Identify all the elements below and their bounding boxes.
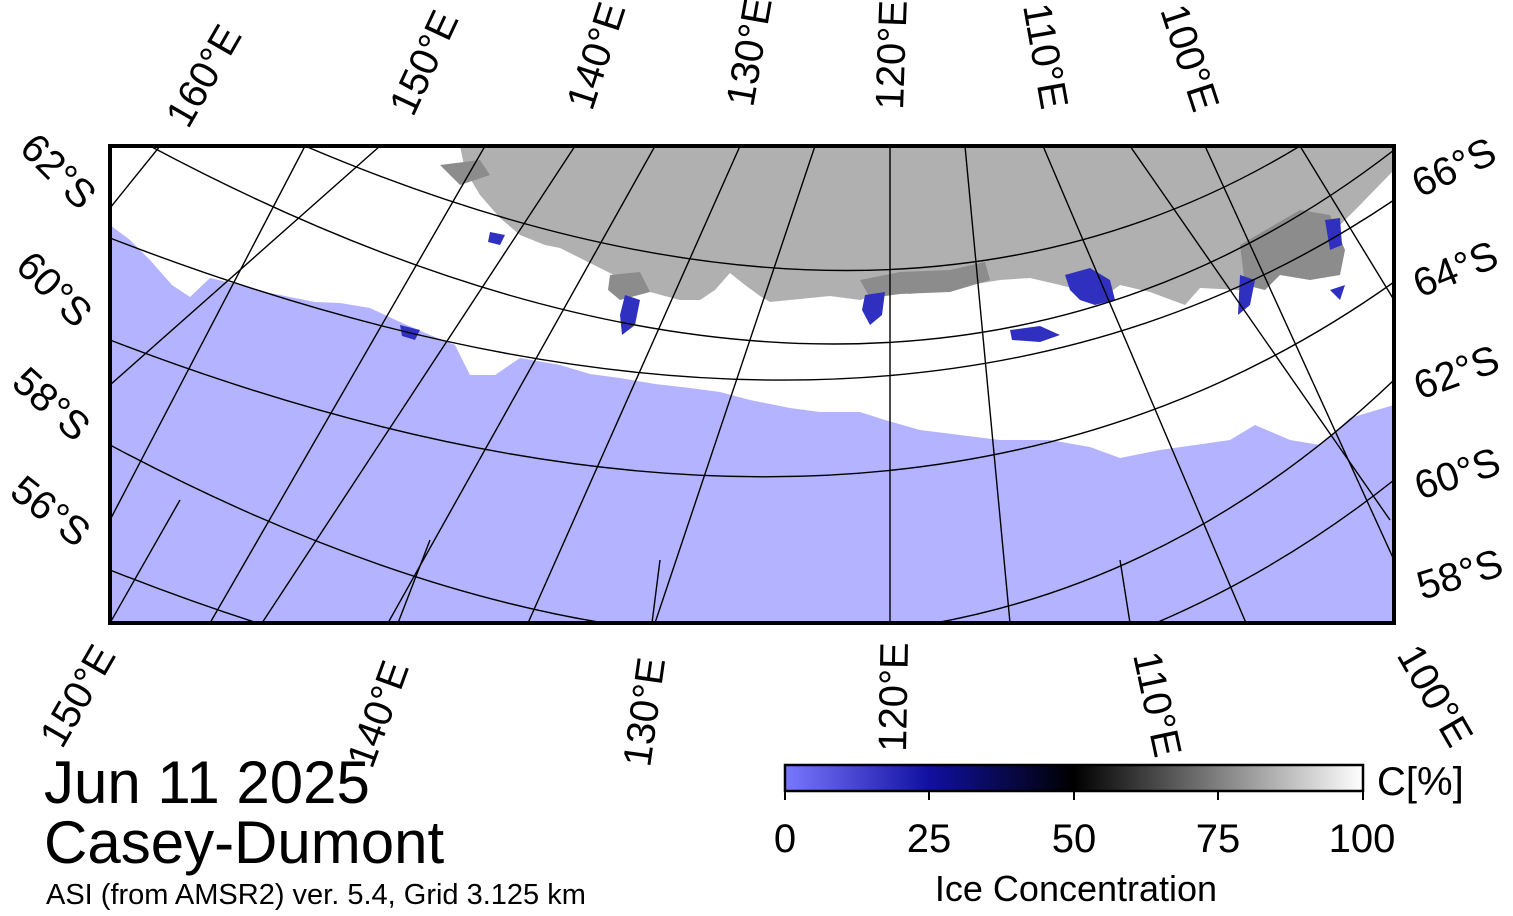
top-lon-label: 150°E [381, 4, 467, 122]
colorbar-tick-label: 25 [907, 817, 952, 861]
ice-shelf [440, 160, 1345, 300]
bottom-lon-label: 110°E [1124, 648, 1189, 761]
colorbar-unit-label: C[%] [1377, 760, 1464, 804]
map-region-title: Casey-Dumont [44, 809, 445, 876]
top-lon-label: 140°E [559, 0, 635, 115]
grid-lines [110, 146, 1394, 623]
map-area[interactable] [110, 146, 1394, 705]
right-lat-label: 60°S [1409, 440, 1506, 509]
colorbar-tick-label: 75 [1196, 817, 1241, 861]
colorbar-tick-label: 100 [1329, 817, 1396, 861]
colorbar-tick-label: 50 [1052, 817, 1097, 861]
map-date: Jun 11 2025 [44, 749, 370, 816]
left-lat-label: 62°S [12, 125, 105, 218]
map-frame [108, 144, 1396, 625]
top-lon-label: 100°E [1151, 0, 1227, 117]
colorbar-tick-label: 0 [774, 817, 796, 861]
bottom-lon-label: 100°E [1388, 638, 1481, 755]
right-lat-label: 62°S [1408, 337, 1505, 408]
top-lon-label: 160°E [158, 18, 251, 135]
top-lon-label: 110°E [1014, 0, 1076, 112]
colorbar-tick-marks [784, 791, 1364, 800]
data-source-note: ASI (from AMSR2) ver. 5.4, Grid 3.125 km [46, 879, 586, 911]
right-lat-label: 66°S [1405, 129, 1503, 206]
top-lon-label: 130°E [719, 0, 781, 110]
bottom-lon-label: 150°E [32, 638, 125, 755]
left-lat-label: 56°S [2, 467, 98, 555]
colorbar: 0 25 50 75 100 C[%] Ice Concentration [774, 760, 1464, 909]
left-lat-label: 60°S [8, 243, 101, 336]
top-lon-label: 120°E [868, 0, 916, 110]
colorbar-title: Ice Concentration [935, 868, 1217, 909]
left-lat-label: 58°S [4, 359, 98, 450]
right-lat-label: 64°S [1407, 233, 1504, 306]
antarctic-land [460, 146, 1394, 305]
bottom-lon-label: 130°E [615, 655, 674, 769]
colorbar-scale [783, 763, 1365, 793]
right-lat-label: 58°S [1412, 541, 1508, 609]
bottom-lon-label: 120°E [871, 642, 917, 752]
